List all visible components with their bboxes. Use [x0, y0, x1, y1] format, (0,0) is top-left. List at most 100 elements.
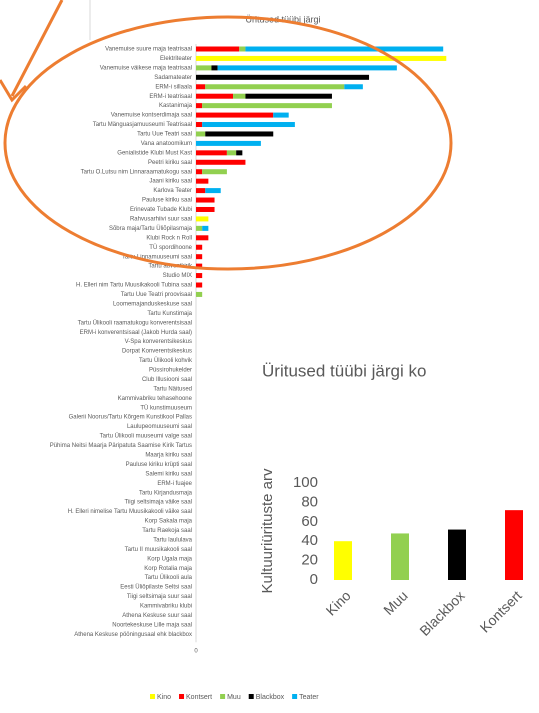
y-tick-label: Tartu Ülikooli kohvik — [139, 357, 193, 364]
bar-segment — [245, 93, 332, 99]
y-tick-label: Tartu Ülikooli muuseumi valge saal — [100, 433, 192, 440]
y-tick-label: 20 — [301, 552, 318, 569]
y-tick-label: Maarja kiriku saal — [145, 452, 192, 458]
y-tick-label: TÜ spordihoone — [149, 244, 192, 251]
legend-swatch — [248, 694, 254, 699]
y-tick-label: Vanemuise suure maja teatrisaal — [105, 47, 192, 53]
bar-segment — [236, 150, 243, 156]
bar-segment — [196, 140, 261, 146]
y-tick-label: Tartu Linnamuuseumi saal — [122, 254, 192, 260]
bar-segment — [245, 46, 444, 52]
y-tick-label: Erinevate Tubade Klubi — [130, 207, 192, 213]
bar-segment — [226, 150, 237, 156]
y-tick-label: Rahvusarhiivi suur saal — [130, 216, 192, 222]
y-tick-label: Dorpat Konverentsikeskus — [122, 349, 192, 355]
bar-segment — [202, 103, 332, 109]
y-tick-label: 60 — [301, 513, 318, 530]
annotation-arrowhead — [0, 79, 28, 103]
y-tick-label: Pauluse kiriku krüpti saal — [126, 462, 192, 468]
bar-segment — [196, 150, 227, 156]
y-tick-label: ERM-i konverentsisaal (Jakob Hurda saal) — [80, 330, 192, 336]
y-tick-label: ERM-i sillaala — [155, 84, 192, 90]
bar-segment — [196, 74, 370, 80]
chart-title: Üritused tüübi järgi ko — [262, 361, 426, 380]
y-tick-label: Genialistide Klubi Must Kast — [117, 150, 192, 156]
y-tick-label: Kastanimaja — [159, 103, 193, 109]
bar-segment — [202, 225, 209, 231]
bar — [391, 533, 409, 580]
bar-segment — [344, 84, 363, 90]
y-tick-label: Vanemuise väikese maja teatrisaal — [100, 65, 192, 71]
y-tick-label: Tartu Ülikooli raamatukogu konverentsisa… — [78, 319, 192, 326]
y-tick-label: ERM-i teatrisaal — [149, 94, 192, 100]
y-tick-label: Tartu II muusikakooli saal — [125, 547, 192, 553]
y-tick-label: Tiigi seltsimaja suur saal — [127, 594, 192, 600]
legend-label: Kino — [157, 694, 171, 701]
y-tick-label: Pauluse kiriku saal — [142, 198, 192, 204]
bar-segment — [196, 188, 206, 194]
bar-segment — [196, 197, 215, 203]
y-tick-label: 0 — [310, 571, 318, 588]
bar-segment — [211, 65, 218, 71]
bar-segment — [233, 93, 246, 99]
y-tick-label: Noortekeskuse Lille maja saal — [112, 622, 192, 628]
y-tick-label: Sadamateater — [154, 75, 192, 81]
y-tick-label: Kammivabriku tehasehoone — [118, 396, 193, 402]
y-tick-label: H. Elleri nimelise Tartu Muusikakooli vä… — [68, 509, 192, 515]
y-tick-label: H. Elleri nim Tartu Muusikakooli Tubina … — [76, 283, 192, 289]
bar-segment — [196, 131, 206, 137]
bar — [505, 510, 523, 580]
legend-swatch — [179, 694, 185, 699]
y-tick-label: Tartu Raekoja saal — [142, 528, 192, 534]
bar-segment — [196, 206, 215, 212]
bar-segment — [196, 169, 203, 175]
y-tick-label: Vana anatoomikum — [141, 141, 192, 147]
bar-segment — [196, 112, 274, 118]
bar-segment — [202, 169, 227, 175]
annotation-arrow — [10, 0, 64, 97]
y-tick-label: Tartu Mänguasjamuuseumi Teatrisaal — [93, 122, 192, 128]
y-tick-label: Tartu laululava — [153, 537, 192, 543]
bar-segment — [196, 122, 203, 128]
y-tick-label: Elektriteater — [160, 56, 192, 62]
legend-swatch — [292, 694, 298, 699]
y-tick-label: Klubi Rock n Roll — [146, 235, 192, 241]
legend-label: Muu — [227, 694, 241, 701]
y-tick-label: Tartu O.Lutsu nim Linnaraamatukogu saal — [81, 169, 192, 175]
y-axis-label: Kultuuriürituste arv — [259, 468, 276, 594]
bar-segment — [196, 159, 246, 165]
annotation-oval — [3, 15, 453, 271]
y-tick-label: Püssirohukelder — [149, 368, 192, 374]
bar-segment — [196, 291, 203, 297]
legend-swatch — [220, 694, 226, 699]
bar-segment — [205, 188, 221, 194]
y-tick-label: 40 — [301, 532, 318, 549]
x-tick-label: 0 — [194, 649, 198, 655]
chart-2-background — [255, 345, 539, 645]
y-tick-label: Vanemuise kontserdimaja saal — [111, 113, 192, 119]
bar-segment — [205, 131, 274, 137]
bar — [448, 529, 466, 580]
y-tick-label: Athena Keskuse suur saal — [122, 613, 192, 619]
y-tick-label: Tartu Kirjandusmaja — [139, 490, 193, 496]
bar-segment — [273, 112, 289, 118]
y-tick-label: Tartu Uue Teatri proovisaal — [121, 292, 192, 298]
y-tick-label: TÜ kunstimuuseum — [140, 404, 192, 411]
bar — [334, 541, 352, 580]
y-tick-label: Athena Keskuse pööningusaal ehk blackbox — [74, 632, 192, 638]
bar-segment — [196, 103, 203, 109]
y-tick-label: Tartu Ülikooli aula — [145, 574, 193, 581]
y-tick-label: Peetri kiriku saal — [148, 160, 192, 166]
y-tick-label: Tiigi seltsimaja väike saal — [125, 500, 192, 506]
y-tick-label: Tartu Uue Teatri saal — [137, 132, 192, 138]
y-tick-label: Sõbra maja/Tartu Üliõpilasmaja — [109, 225, 193, 232]
y-tick-label: Studio MIX — [163, 273, 192, 279]
y-tick-label: Korp Ugala maja — [147, 556, 192, 562]
y-tick-label: Salemi kiriku saal — [145, 471, 192, 477]
bar-segment — [202, 122, 295, 128]
y-tick-label: Korp Rotalia maja — [144, 566, 192, 572]
bar-segment — [217, 65, 397, 71]
y-tick-label: Galerii Noorus/Tartu Kõrgem Kunstikool P… — [69, 415, 192, 421]
y-tick-label: Club Illusiooni saal — [142, 377, 192, 383]
